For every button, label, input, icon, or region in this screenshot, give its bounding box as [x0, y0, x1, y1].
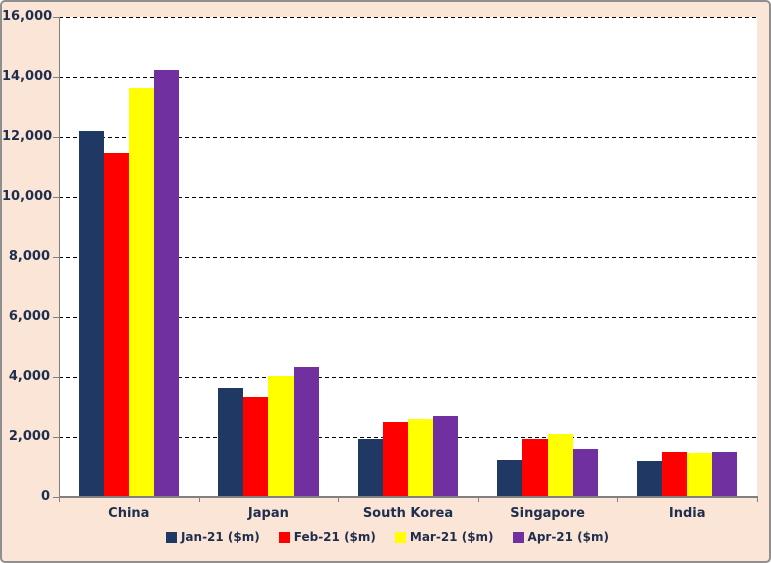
bar-china-apr-21 [153, 69, 180, 497]
x-axis-tick-mark [338, 497, 340, 502]
bar-south-korea-jan-21 [357, 438, 383, 497]
y-axis-tick-label: 12,000 [2, 129, 53, 144]
legend-swatch-icon [165, 531, 177, 543]
bar-singapore-feb-21 [522, 438, 548, 497]
bar-south-korea-feb-21 [382, 422, 408, 497]
gridline-4000 [59, 377, 757, 378]
y-axis-tick-mark [53, 197, 59, 198]
y-axis-tick-mark [53, 137, 59, 138]
bar-china-jan-21 [78, 131, 104, 497]
y-axis-tick-mark [53, 257, 59, 258]
y-axis-tick-label: 14,000 [2, 69, 53, 84]
bar-japan-mar-21 [268, 375, 294, 497]
bar-singapore-mar-21 [547, 434, 573, 497]
bar-singapore-jan-21 [497, 459, 523, 497]
x-axis-tick-mark [59, 497, 60, 502]
gridline-10000 [59, 197, 757, 198]
legend-label: Feb-21 ($m) [293, 530, 376, 544]
legend-swatch-icon [394, 531, 406, 543]
x-axis-category-label: India [668, 506, 706, 521]
legend-item-mar-21: Mar-21 ($m) [394, 530, 494, 544]
y-axis-tick-label: 6,000 [8, 309, 50, 324]
y-axis-tick-mark [53, 497, 59, 498]
gridline-14000 [59, 77, 757, 78]
y-axis-tick-mark [53, 17, 59, 18]
gridline-8000 [59, 257, 757, 258]
legend-item-jan-21: Jan-21 ($m) [165, 530, 260, 544]
legend-label: Mar-21 ($m) [409, 530, 494, 544]
bar-south-korea-mar-21 [408, 419, 434, 497]
gridline-12000 [59, 137, 757, 138]
legend-swatch-icon [512, 531, 524, 543]
gridline-16000 [59, 17, 757, 18]
legend-item-apr-21: Apr-21 ($m) [512, 530, 610, 544]
bar-japan-feb-21 [243, 396, 269, 497]
y-axis-tick-label: 8,000 [8, 249, 50, 264]
legend-label: Jan-21 ($m) [180, 530, 260, 544]
bar-india-feb-21 [662, 452, 688, 497]
x-axis-tick-mark [198, 497, 200, 502]
y-axis-tick-mark [53, 377, 59, 378]
x-axis-tick-mark [477, 497, 479, 502]
legend-swatch-icon [278, 531, 290, 543]
y-axis-tick-label: 10,000 [2, 189, 53, 204]
bar-china-mar-21 [128, 87, 154, 497]
y-axis-tick-mark [53, 437, 59, 438]
legend: Jan-21 ($m) Feb-21 ($m) Mar-21 ($m) Apr-21 … [2, 530, 771, 544]
y-axis-tick-mark [53, 77, 59, 78]
bar-china-feb-21 [103, 152, 129, 497]
x-axis-category-label: South Korea [362, 506, 454, 521]
bar-south-korea-apr-21 [433, 416, 459, 497]
y-axis-tick-label: 0 [40, 489, 50, 504]
y-axis-line [59, 17, 60, 497]
x-axis-tick-mark [757, 497, 758, 502]
bar-india-mar-21 [687, 452, 713, 497]
legend-label: Apr-21 ($m) [527, 530, 610, 544]
x-axis-category-label: China [108, 506, 150, 521]
y-axis-tick-mark [53, 317, 59, 318]
x-axis-category-label: Singapore [510, 506, 585, 521]
gridline-6000 [59, 317, 757, 318]
bar-japan-apr-21 [293, 367, 319, 497]
x-axis-category-label: Japan [247, 506, 289, 521]
x-axis-line [59, 496, 758, 498]
plot-area [59, 17, 757, 497]
y-axis-tick-label: 16,000 [2, 9, 53, 24]
bar-singapore-apr-21 [572, 449, 598, 497]
bar-japan-jan-21 [218, 387, 244, 497]
legend-item-feb-21: Feb-21 ($m) [278, 530, 376, 544]
bar-india-apr-21 [712, 452, 738, 497]
x-axis-tick-mark [617, 497, 619, 502]
y-axis-tick-label: 4,000 [8, 369, 50, 384]
y-axis-tick-label: 2,000 [8, 429, 50, 444]
bar-india-jan-21 [636, 461, 663, 497]
